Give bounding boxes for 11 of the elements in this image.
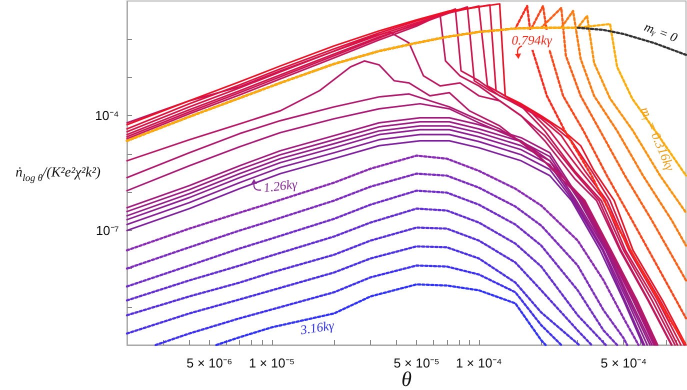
x-tick-label: 1 × 10⁻⁵ bbox=[248, 356, 295, 370]
annotation: mᵧ = 0 bbox=[642, 18, 680, 46]
annotation: 0.794kγ bbox=[512, 32, 553, 48]
y-tick-label: 10⁻⁴ bbox=[94, 108, 119, 124]
x-tick-label: 5 × 10⁻⁶ bbox=[186, 356, 232, 370]
annotation: 3.16kγ bbox=[298, 317, 336, 338]
annotation: mᵧ = 0.316kγ bbox=[638, 104, 678, 174]
y-tick-label: 10⁻⁷ bbox=[96, 222, 120, 238]
x-tick-label: 5 × 10⁻⁴ bbox=[600, 356, 647, 370]
annotation: 1.26kγ bbox=[262, 176, 299, 196]
x-tick-label: 1 × 10⁻⁴ bbox=[456, 356, 502, 370]
